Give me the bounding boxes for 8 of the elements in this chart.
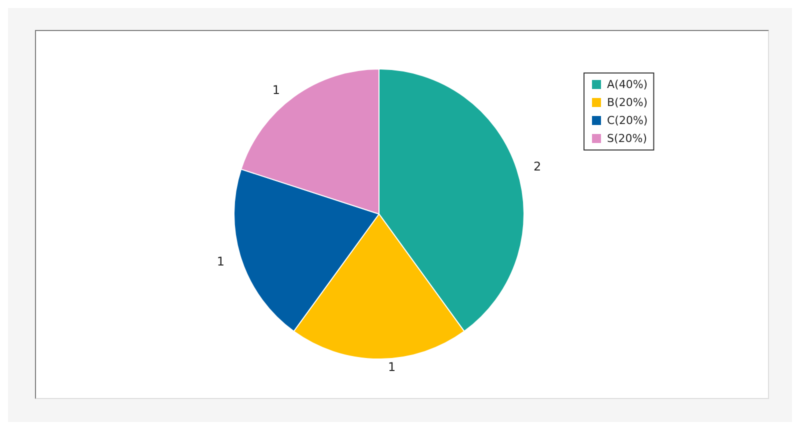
data-label: 1 xyxy=(388,360,396,374)
legend-label: B(20%) xyxy=(607,96,648,109)
data-label: 1 xyxy=(272,83,280,98)
legend-label: C(20%) xyxy=(607,114,648,127)
data-label: 1 xyxy=(216,254,224,268)
legend-label: A(40%) xyxy=(607,78,648,91)
data-label: 2 xyxy=(534,160,542,174)
legend-label: S(20%) xyxy=(607,132,648,145)
